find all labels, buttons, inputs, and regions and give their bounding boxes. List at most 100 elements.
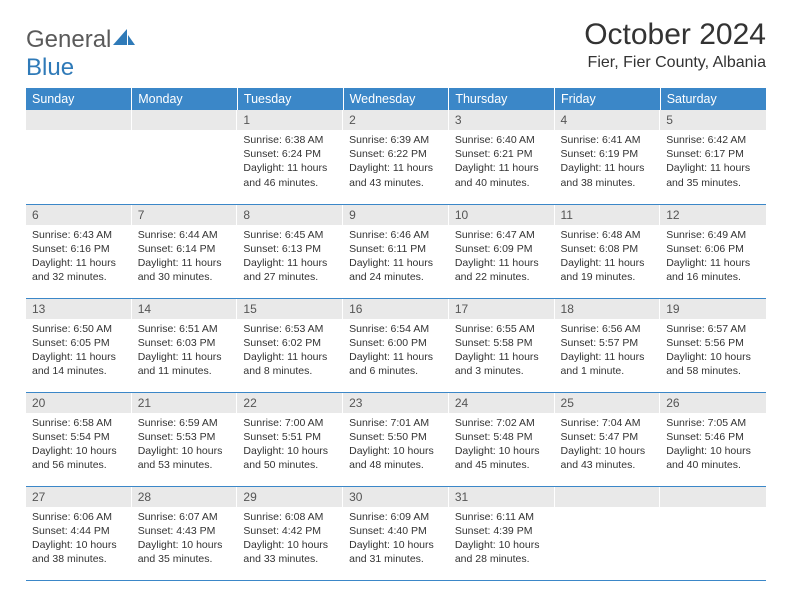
day-number-empty — [26, 110, 132, 130]
day-line-sr: Sunrise: 6:44 AM — [138, 228, 232, 242]
day-line-d1: Daylight: 10 hours — [243, 538, 337, 552]
day-line-d2: and 46 minutes. — [243, 176, 337, 190]
day-line-ss: Sunset: 5:58 PM — [455, 336, 549, 350]
day-line-d2: and 35 minutes. — [138, 552, 232, 566]
day-line-d1: Daylight: 11 hours — [349, 350, 443, 364]
day-line-sr: Sunrise: 6:07 AM — [138, 510, 232, 524]
day-line-ss: Sunset: 4:43 PM — [138, 524, 232, 538]
calendar-cell: 20Sunrise: 6:58 AMSunset: 5:54 PMDayligh… — [26, 392, 132, 486]
day-line-ss: Sunset: 6:17 PM — [666, 147, 760, 161]
day-line-sr: Sunrise: 6:06 AM — [32, 510, 126, 524]
day-line-sr: Sunrise: 6:43 AM — [32, 228, 126, 242]
day-number: 2 — [343, 110, 449, 130]
calendar-cell: 14Sunrise: 6:51 AMSunset: 6:03 PMDayligh… — [132, 298, 238, 392]
calendar-cell: 16Sunrise: 6:54 AMSunset: 6:00 PMDayligh… — [343, 298, 449, 392]
day-line-sr: Sunrise: 6:38 AM — [243, 133, 337, 147]
logo: GeneralBlue — [26, 18, 135, 82]
day-line-ss: Sunset: 4:44 PM — [32, 524, 126, 538]
day-line-d2: and 30 minutes. — [138, 270, 232, 284]
day-number: 25 — [555, 393, 661, 413]
day-line-d2: and 48 minutes. — [349, 458, 443, 472]
day-number: 31 — [449, 487, 555, 507]
day-line-d2: and 3 minutes. — [455, 364, 549, 378]
day-number-empty — [555, 487, 661, 507]
day-line-d1: Daylight: 10 hours — [455, 444, 549, 458]
day-line-d1: Daylight: 10 hours — [138, 444, 232, 458]
day-line-d1: Daylight: 11 hours — [666, 256, 760, 270]
day-line-sr: Sunrise: 6:50 AM — [32, 322, 126, 336]
day-number: 29 — [237, 487, 343, 507]
day-line-d1: Daylight: 10 hours — [138, 538, 232, 552]
day-line-d2: and 40 minutes. — [455, 176, 549, 190]
day-line-d2: and 31 minutes. — [349, 552, 443, 566]
day-line-sr: Sunrise: 7:01 AM — [349, 416, 443, 430]
day-line-d1: Daylight: 11 hours — [561, 256, 655, 270]
day-line-sr: Sunrise: 6:53 AM — [243, 322, 337, 336]
day-line-d1: Daylight: 11 hours — [243, 256, 337, 270]
day-line-sr: Sunrise: 6:49 AM — [666, 228, 760, 242]
day-content: Sunrise: 6:40 AMSunset: 6:21 PMDaylight:… — [449, 130, 555, 194]
day-number: 19 — [660, 299, 766, 319]
day-line-ss: Sunset: 6:19 PM — [561, 147, 655, 161]
day-line-ss: Sunset: 5:54 PM — [32, 430, 126, 444]
day-line-ss: Sunset: 6:13 PM — [243, 242, 337, 256]
day-line-ss: Sunset: 5:47 PM — [561, 430, 655, 444]
day-line-sr: Sunrise: 7:05 AM — [666, 416, 760, 430]
day-number: 10 — [449, 205, 555, 225]
day-line-sr: Sunrise: 6:55 AM — [455, 322, 549, 336]
day-line-d2: and 14 minutes. — [32, 364, 126, 378]
day-line-ss: Sunset: 6:02 PM — [243, 336, 337, 350]
calendar-cell: 31Sunrise: 6:11 AMSunset: 4:39 PMDayligh… — [449, 486, 555, 580]
day-line-d2: and 45 minutes. — [455, 458, 549, 472]
calendar-cell: 29 Sunrise: 6:08 AMSunset: 4:42 PMDayligh… — [237, 486, 343, 580]
calendar-cell: 18Sunrise: 6:56 AMSunset: 5:57 PMDayligh… — [555, 298, 661, 392]
day-line-d2: and 11 minutes. — [138, 364, 232, 378]
day-line-ss: Sunset: 5:46 PM — [666, 430, 760, 444]
day-content: Sunrise: 7:00 AMSunset: 5:51 PMDaylight:… — [237, 413, 343, 477]
day-line-d1: Daylight: 10 hours — [666, 444, 760, 458]
day-line-sr: Sunrise: 6:40 AM — [455, 133, 549, 147]
day-content: Sunrise: 6:54 AMSunset: 6:00 PMDaylight:… — [343, 319, 449, 383]
day-line-d2: and 38 minutes. — [561, 176, 655, 190]
day-number: 14 — [132, 299, 238, 319]
calendar-row: 13Sunrise: 6:50 AMSunset: 6:05 PMDayligh… — [26, 298, 766, 392]
calendar-cell: 2Sunrise: 6:39 AMSunset: 6:22 PMDaylight… — [343, 110, 449, 204]
day-line-d1: Daylight: 10 hours — [32, 538, 126, 552]
day-number: 23 — [343, 393, 449, 413]
day-number: 1 — [237, 110, 343, 130]
day-number: 8 — [237, 205, 343, 225]
weekday-header-row: Sunday Monday Tuesday Wednesday Thursday… — [26, 88, 766, 110]
weekday-header: Saturday — [660, 88, 766, 110]
day-number: 5 — [660, 110, 766, 130]
day-line-d1: Daylight: 11 hours — [455, 256, 549, 270]
day-line-d1: Daylight: 10 hours — [349, 538, 443, 552]
day-line-sr: Sunrise: 6:54 AM — [349, 322, 443, 336]
calendar-table: Sunday Monday Tuesday Wednesday Thursday… — [26, 88, 766, 581]
day-number: 16 — [343, 299, 449, 319]
day-line-ss: Sunset: 4:42 PM — [243, 524, 337, 538]
day-content: Sunrise: 6:42 AMSunset: 6:17 PMDaylight:… — [660, 130, 766, 194]
page-header: GeneralBlue October 2024 Fier, Fier Coun… — [26, 18, 766, 82]
day-content: Sunrise: 7:02 AMSunset: 5:48 PMDaylight:… — [449, 413, 555, 477]
day-line-d2: and 58 minutes. — [666, 364, 760, 378]
day-line-d1: Daylight: 10 hours — [455, 538, 549, 552]
day-content: Sunrise: 6:06 AMSunset: 4:44 PMDaylight:… — [26, 507, 132, 571]
day-line-sr: Sunrise: 6:39 AM — [349, 133, 443, 147]
calendar-cell: 3Sunrise: 6:40 AMSunset: 6:21 PMDaylight… — [449, 110, 555, 204]
day-line-sr: Sunrise: 6:46 AM — [349, 228, 443, 242]
day-number: 18 — [555, 299, 661, 319]
day-line-d2: and 43 minutes. — [561, 458, 655, 472]
day-line-d1: Daylight: 11 hours — [138, 350, 232, 364]
day-line-d1: Daylight: 11 hours — [243, 161, 337, 175]
day-line-d1: Daylight: 10 hours — [666, 350, 760, 364]
calendar-cell: 30Sunrise: 6:09 AMSunset: 4:40 PMDayligh… — [343, 486, 449, 580]
day-line-ss: Sunset: 6:09 PM — [455, 242, 549, 256]
day-content: Sunrise: 6:55 AMSunset: 5:58 PMDaylight:… — [449, 319, 555, 383]
day-content: Sunrise: 7:01 AMSunset: 5:50 PMDaylight:… — [343, 413, 449, 477]
day-line-sr: Sunrise: 6:47 AM — [455, 228, 549, 242]
calendar-cell: 6Sunrise: 6:43 AMSunset: 6:16 PMDaylight… — [26, 204, 132, 298]
calendar-row: 20Sunrise: 6:58 AMSunset: 5:54 PMDayligh… — [26, 392, 766, 486]
day-content: Sunrise: 6:47 AMSunset: 6:09 PMDaylight:… — [449, 225, 555, 289]
day-line-sr: Sunrise: 6:08 AM — [243, 510, 337, 524]
day-content: Sunrise: 7:05 AMSunset: 5:46 PMDaylight:… — [660, 413, 766, 477]
